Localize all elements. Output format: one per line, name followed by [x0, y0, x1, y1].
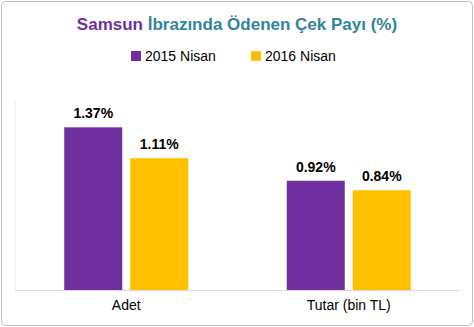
data-label: 0.92%	[296, 159, 336, 175]
chart-title: Samsun İbrazında Ödenen Çek Payı (%)	[77, 15, 397, 34]
legend: 2015 Nisan 2016 Nisan	[131, 48, 336, 64]
legend-label: 2016 Nisan	[265, 48, 336, 64]
y-axis-line	[15, 100, 16, 290]
bars	[64, 127, 411, 290]
legend-swatch	[131, 51, 141, 61]
bar	[130, 158, 188, 290]
legend-label: 2015 Nisan	[145, 48, 216, 64]
x-axis-line	[15, 290, 460, 291]
bar	[287, 181, 345, 290]
chart-svg: Samsun İbrazında Ödenen Çek Payı (%) 2015…	[0, 0, 474, 327]
bar	[353, 190, 411, 290]
bar	[64, 127, 122, 290]
data-label: 1.11%	[140, 136, 179, 152]
data-labels: 1.37% 1.11% 0.92% 0.84%	[73, 105, 402, 184]
chart-frame	[2, 2, 473, 326]
x-tick-label: Tutar (bin TL)	[307, 297, 391, 313]
data-label: 1.37%	[73, 105, 113, 121]
x-tick-label: Adet	[112, 297, 141, 313]
data-label: 0.84%	[362, 168, 402, 184]
chart-container: Samsun İbrazında Ödenen Çek Payı (%) 2015…	[0, 0, 474, 327]
legend-swatch	[251, 51, 261, 61]
